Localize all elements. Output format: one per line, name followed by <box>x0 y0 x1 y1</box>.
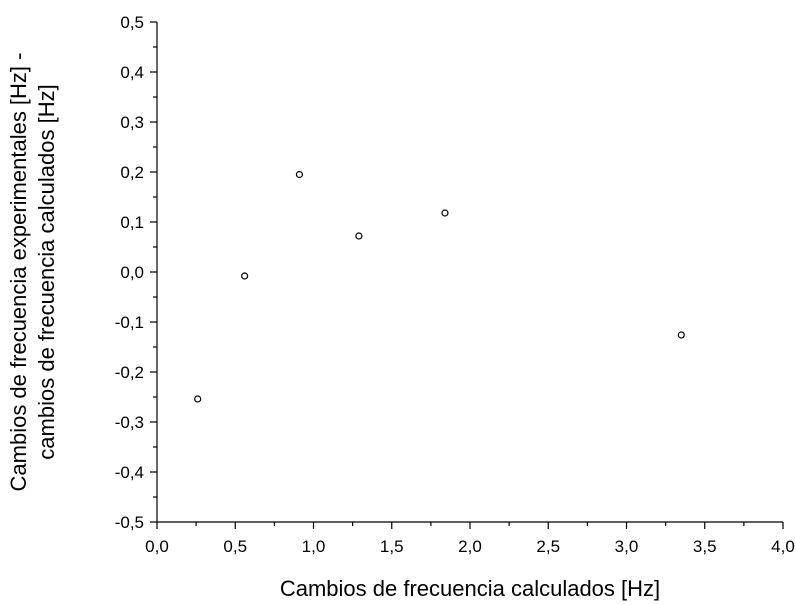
data-point <box>295 170 304 179</box>
y-tick-label: 0,3 <box>120 113 144 132</box>
y-tick-label: 0,0 <box>120 263 144 282</box>
data-point <box>194 395 202 403</box>
y-tick-label: -0,3 <box>115 413 144 432</box>
y-tick-label: -0,4 <box>115 463 144 482</box>
y-tick-label: 0,5 <box>120 13 144 32</box>
y-tick-label: -0,5 <box>115 513 144 532</box>
y-axis-title: Cambios de frecuencia experimentales [Hz… <box>6 53 59 492</box>
x-tick-label: 2,0 <box>458 537 482 556</box>
y-tick-label: 0,1 <box>120 213 144 232</box>
x-tick-label: 0,5 <box>223 537 247 556</box>
x-tick-label: 2,5 <box>536 537 560 556</box>
y-axis-title-line-2: cambios de frecuencia calculados [Hz] <box>34 84 59 459</box>
y-tick-label: -0,1 <box>115 313 144 332</box>
data-point <box>677 331 685 339</box>
axes <box>156 22 783 523</box>
x-tick-label: 0,0 <box>145 537 169 556</box>
y-tick-label: 0,4 <box>120 63 144 82</box>
x-tick-label: 1,0 <box>302 537 326 556</box>
x-axis-title: Cambios de frecuencia calculados [Hz] <box>280 576 660 601</box>
y-tick-label: -0,2 <box>115 363 144 382</box>
y-ticks: 0,5 0,4 0,3 0,2 0,1 0,0 -0,1 -0,2 -0,3 -0,4 -0,5 <box>115 13 157 532</box>
x-tick-label: 3,0 <box>615 537 639 556</box>
x-tick-label: 4,0 <box>771 537 795 556</box>
data-point <box>441 209 449 217</box>
y-tick-label: 0,2 <box>120 163 144 182</box>
x-tick-label: 3,5 <box>693 537 717 556</box>
x-ticks: 0,0 0,5 1,0 1,5 2,0 2,5 3,0 3,5 4,0 <box>145 522 795 556</box>
y-axis-title-line-1: Cambios de frecuencia experimentales [Hz… <box>6 53 31 492</box>
data-point <box>355 232 363 240</box>
x-tick-label: 1,5 <box>380 537 404 556</box>
data-point <box>241 272 249 280</box>
data-points <box>194 170 685 403</box>
